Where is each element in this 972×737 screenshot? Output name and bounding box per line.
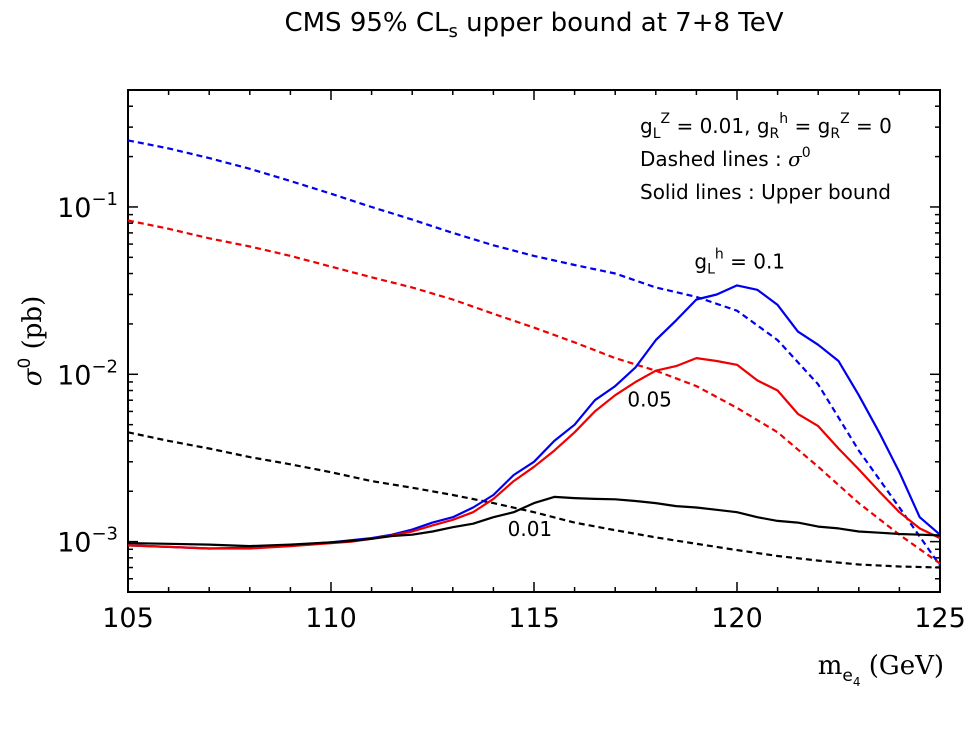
- legend: gLZ = 0.01, gRh = gRZ = 0 Dashed lines :…: [640, 111, 892, 204]
- y-axis-title: σ0 (pb): [15, 296, 48, 386]
- annotation-gLh-0.1: gLh = 0.1: [694, 246, 785, 277]
- annotation-0.01: 0.01: [508, 517, 553, 541]
- annotation-0.05: 0.05: [627, 388, 672, 412]
- legend-line-2: Dashed lines : σ0: [640, 145, 811, 171]
- tick-labels: 105 110 115 120 125 10−1 10−2 10−3: [57, 189, 966, 634]
- x-tick-label: 110: [305, 603, 357, 634]
- y-tick-label: 10−1: [57, 189, 118, 224]
- series-sigma0-glh-0-01: [127, 431, 941, 569]
- series-layer: [127, 139, 941, 569]
- x-tick-label: 125: [914, 603, 966, 634]
- x-tick-label: 115: [508, 603, 560, 634]
- series-sigma0-glh-0-1: [127, 139, 941, 567]
- chart-title: CMS 95% CLs upper bound at 7+8 TeV: [284, 8, 783, 42]
- x-axis-title: me4 (GeV): [818, 651, 944, 689]
- legend-line-1: gLZ = 0.01, gRh = gRZ = 0: [640, 111, 892, 142]
- y-tick-label: 10−3: [57, 524, 118, 559]
- series-upper-bound-glh-0-01: [127, 495, 941, 548]
- series-sigma0-glh-0-05: [127, 219, 941, 565]
- y-tick-label: 10−2: [57, 356, 118, 391]
- x-tick-label: 120: [711, 603, 763, 634]
- series-upper-bound-glh-0-1: [127, 284, 941, 550]
- x-tick-label: 105: [102, 603, 154, 634]
- legend-line-3: Solid lines : Upper bound: [640, 180, 891, 204]
- axis-ticks: [127, 89, 941, 593]
